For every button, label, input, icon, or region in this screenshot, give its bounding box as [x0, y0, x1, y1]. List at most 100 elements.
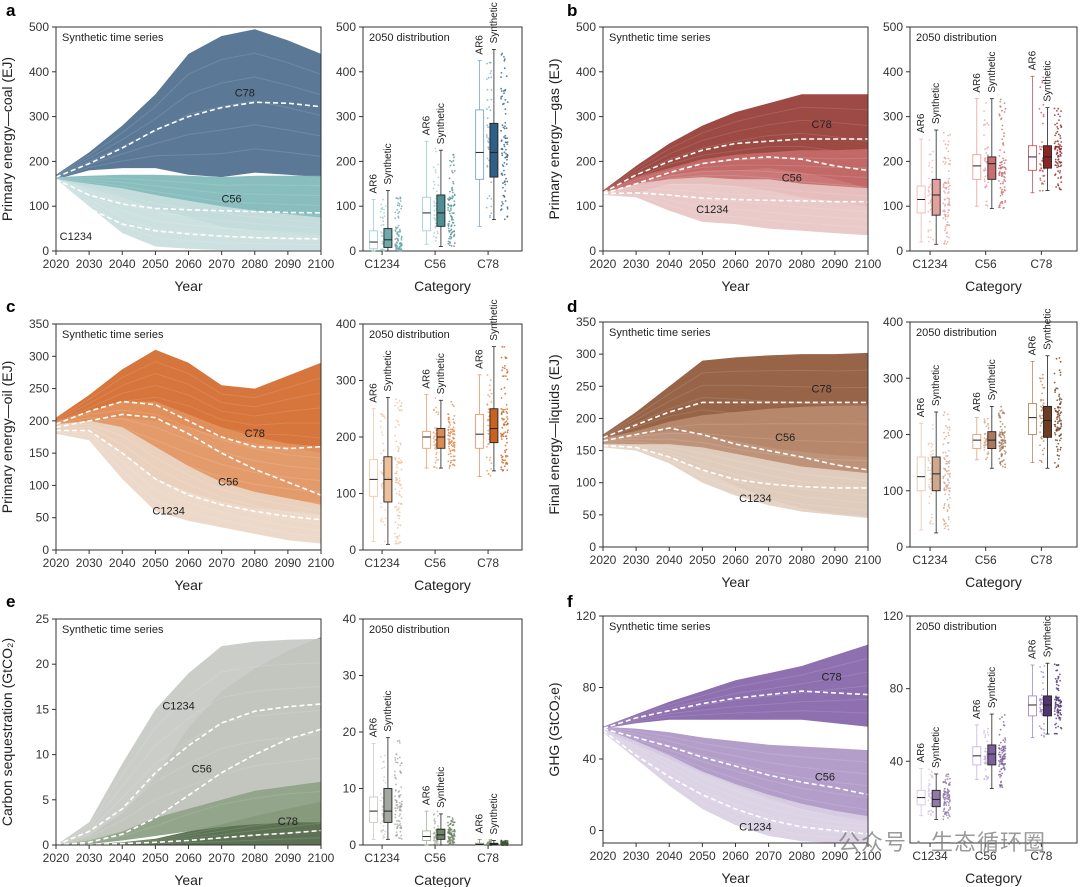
jitter-point — [432, 166, 435, 169]
category-tick-label: C1234 — [912, 849, 948, 863]
jitter-point — [1060, 437, 1062, 440]
jitter-point — [1057, 705, 1060, 708]
panel-label: e — [6, 592, 15, 611]
jitter-point — [929, 153, 932, 156]
jitter-point — [400, 786, 403, 788]
dist-y-tick-label: 300 — [336, 110, 356, 124]
jitter-point — [1059, 706, 1061, 709]
category-tick-label: C56 — [975, 553, 997, 567]
jitter-point — [1056, 448, 1059, 451]
jitter-point — [399, 246, 402, 248]
box-label: Synthetic — [436, 353, 447, 394]
trajectory-line — [603, 444, 868, 489]
jitter-point — [949, 777, 951, 780]
jitter-point — [453, 830, 456, 833]
dist-y-tick-label: 500 — [336, 20, 356, 34]
jitter-point — [1054, 164, 1057, 167]
jitter-point — [501, 458, 504, 461]
jitter-point — [485, 134, 488, 136]
jitter-point — [379, 799, 382, 802]
jitter-point — [998, 773, 1000, 776]
jitter-point — [449, 843, 451, 846]
jitter-point — [1003, 171, 1006, 173]
jitter-point — [381, 434, 384, 436]
y-tick-label: 0 — [42, 543, 49, 557]
jitter-point — [400, 817, 403, 820]
trajectory-line — [56, 423, 321, 512]
jitter-point — [447, 240, 450, 243]
trajectory-line — [603, 710, 868, 729]
panel-label: c — [6, 297, 15, 316]
trajectory-line — [56, 417, 321, 470]
jitter-point — [505, 375, 507, 377]
jitter-point — [486, 197, 489, 200]
series-label-C78: C78 — [235, 87, 255, 99]
jitter-point — [1060, 181, 1063, 184]
jitter-point — [928, 796, 931, 798]
jitter-point — [395, 800, 398, 802]
jitter-point — [487, 141, 490, 144]
jitter-point — [948, 450, 950, 452]
jitter-point — [449, 836, 452, 839]
jitter-point — [486, 117, 489, 120]
jitter-point — [998, 733, 1001, 736]
category-tick-label: C1234 — [912, 257, 948, 271]
jitter-point — [1056, 708, 1059, 711]
jitter-point — [944, 198, 946, 201]
trajectory-line — [603, 729, 868, 826]
jitter-point — [1057, 154, 1059, 157]
jitter-point — [399, 443, 402, 446]
jitter-point — [504, 365, 506, 367]
jitter-point — [1056, 732, 1058, 735]
jitter-point — [434, 432, 437, 435]
jitter-point — [1060, 705, 1063, 708]
trajectory-line — [603, 187, 868, 205]
category-tick-label: C1234 — [912, 553, 948, 567]
jitter-point — [1039, 415, 1041, 418]
jitter-point — [501, 345, 504, 348]
jitter-point — [381, 809, 384, 811]
jitter-point — [985, 152, 988, 154]
jitter-point — [1057, 164, 1060, 167]
jitter-point — [396, 402, 399, 404]
jitter-point — [1059, 150, 1062, 153]
jitter-point — [1057, 427, 1060, 429]
jitter-point — [397, 235, 400, 238]
jitter-point — [1039, 459, 1041, 462]
jitter-point — [1043, 722, 1045, 725]
jitter-point — [380, 502, 382, 505]
jitter-point — [1038, 725, 1041, 728]
jitter-point — [944, 525, 947, 528]
jitter-point — [451, 440, 453, 442]
jitter-point — [1002, 182, 1004, 185]
jitter-point — [1003, 151, 1006, 154]
jitter-point — [487, 418, 490, 421]
jitter-points-C56-Synthetic — [447, 153, 456, 248]
jitter-point — [946, 413, 949, 416]
jitter-point — [1059, 148, 1061, 151]
jitter-point — [1053, 732, 1056, 735]
jitter-point — [1040, 167, 1042, 170]
jitter-point — [395, 761, 397, 764]
jitter-point — [1058, 398, 1061, 401]
jitter-point — [434, 841, 436, 843]
x-axis-label: Year — [721, 278, 750, 294]
jitter-point — [985, 200, 988, 203]
dist-x-axis-label: Category — [414, 278, 471, 294]
jitter-point — [382, 415, 385, 417]
jitter-point — [999, 100, 1002, 103]
x-tick-label: 2050 — [689, 553, 716, 567]
distribution-title: 2050 distribution — [916, 327, 997, 339]
jitter-point — [1004, 180, 1007, 183]
jitter-point — [397, 197, 400, 200]
jitter-point — [502, 408, 504, 411]
box-C1234-AR6 — [369, 796, 379, 823]
x-tick-label: 2060 — [175, 851, 202, 865]
jitter-point — [928, 768, 930, 771]
jitter-point — [399, 405, 402, 408]
jitter-point — [501, 148, 504, 151]
jitter-point — [1003, 459, 1005, 461]
jitter-point — [1053, 710, 1056, 712]
median-C78 — [56, 101, 321, 178]
